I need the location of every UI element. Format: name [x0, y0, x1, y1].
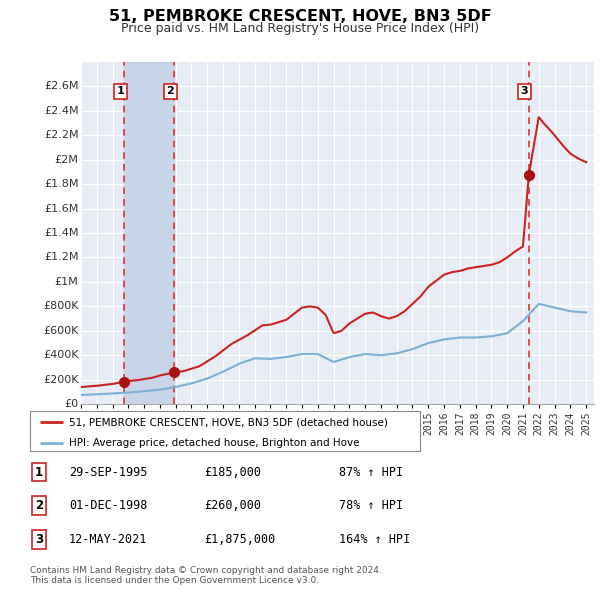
Text: 2: 2 — [35, 499, 43, 512]
Text: 2: 2 — [166, 86, 174, 96]
Text: £800K: £800K — [43, 301, 79, 312]
Text: 01-DEC-1998: 01-DEC-1998 — [69, 499, 148, 512]
Text: 78% ↑ HPI: 78% ↑ HPI — [339, 499, 403, 512]
Text: 164% ↑ HPI: 164% ↑ HPI — [339, 533, 410, 546]
Text: £185,000: £185,000 — [204, 466, 261, 478]
Text: 51, PEMBROKE CRESCENT, HOVE, BN3 5DF (detached house): 51, PEMBROKE CRESCENT, HOVE, BN3 5DF (de… — [69, 417, 388, 427]
Text: £1.4M: £1.4M — [44, 228, 79, 238]
Text: £200K: £200K — [43, 375, 79, 385]
Text: 51, PEMBROKE CRESCENT, HOVE, BN3 5DF: 51, PEMBROKE CRESCENT, HOVE, BN3 5DF — [109, 9, 491, 24]
Text: Price paid vs. HM Land Registry's House Price Index (HPI): Price paid vs. HM Land Registry's House … — [121, 22, 479, 35]
Text: £2M: £2M — [55, 155, 79, 165]
Text: £260,000: £260,000 — [204, 499, 261, 512]
Text: 87% ↑ HPI: 87% ↑ HPI — [339, 466, 403, 478]
Text: £0: £0 — [64, 399, 79, 409]
Text: £400K: £400K — [43, 350, 79, 360]
Text: Contains HM Land Registry data © Crown copyright and database right 2024.
This d: Contains HM Land Registry data © Crown c… — [30, 566, 382, 585]
Text: £1.8M: £1.8M — [44, 179, 79, 189]
Text: 29-SEP-1995: 29-SEP-1995 — [69, 466, 148, 478]
Text: 3: 3 — [35, 533, 43, 546]
Text: 1: 1 — [35, 466, 43, 478]
Text: HPI: Average price, detached house, Brighton and Hove: HPI: Average price, detached house, Brig… — [69, 438, 359, 448]
Text: £2.4M: £2.4M — [44, 106, 79, 116]
Text: 1: 1 — [116, 86, 124, 96]
Text: £1,875,000: £1,875,000 — [204, 533, 275, 546]
Text: £2.2M: £2.2M — [44, 130, 79, 140]
Text: £2.6M: £2.6M — [44, 81, 79, 91]
FancyBboxPatch shape — [30, 411, 420, 451]
Text: £1.2M: £1.2M — [44, 253, 79, 263]
Text: £600K: £600K — [43, 326, 79, 336]
Bar — [124, 62, 175, 404]
Text: £1.6M: £1.6M — [44, 204, 79, 214]
Text: 12-MAY-2021: 12-MAY-2021 — [69, 533, 148, 546]
Text: £1M: £1M — [55, 277, 79, 287]
Text: 3: 3 — [521, 86, 529, 96]
